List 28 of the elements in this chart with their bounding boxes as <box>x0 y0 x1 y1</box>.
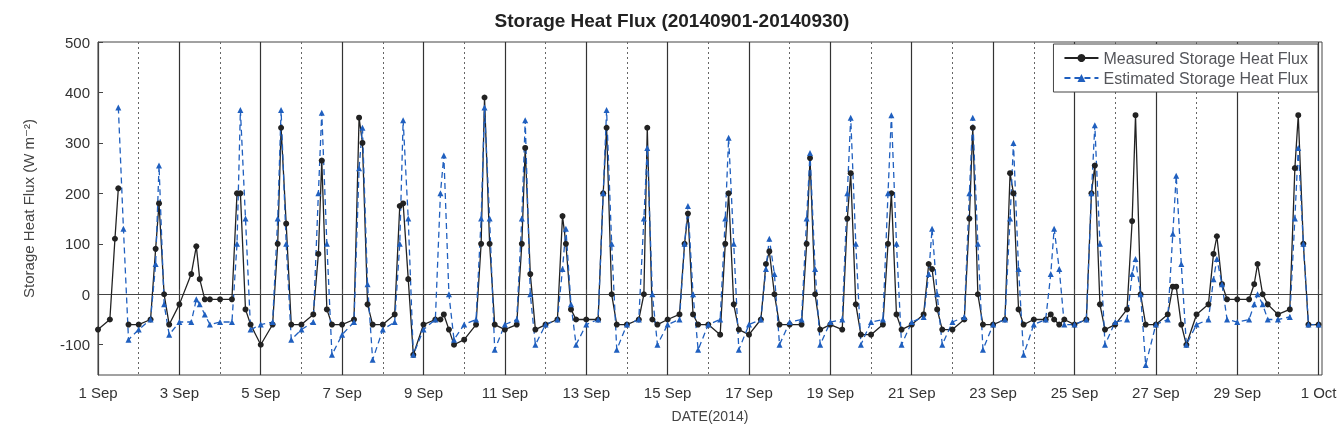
y-tick-label: 100 <box>64 235 90 253</box>
x-tick-label: 29 Sep <box>1213 384 1262 401</box>
legend-label: Estimated Storage Heat Flux <box>1103 69 1308 87</box>
x-tick-label: 25 Sep <box>1050 384 1099 401</box>
y-tick-label: 300 <box>64 134 90 152</box>
x-tick-label: 27 Sep <box>1132 384 1180 401</box>
x-tick-label: 19 Sep <box>806 384 855 401</box>
x-tick-label: 1 Sep <box>78 384 118 401</box>
chart-title: Storage Heat Flux (20140901-20140930) <box>494 10 850 31</box>
y-tick-label: 400 <box>64 83 90 101</box>
y-tick-label: 200 <box>64 184 90 202</box>
x-tick-label: 9 Sep <box>403 384 444 401</box>
x-tick-label: 13 Sep <box>562 384 611 401</box>
x-axis-title: DATE(2014) <box>671 408 749 424</box>
y-tick-label: 500 <box>64 33 90 51</box>
x-tick-label: 15 Sep <box>643 384 692 401</box>
x-tick-label: 21 Sep <box>887 384 936 401</box>
y-tick-label: 0 <box>81 285 90 303</box>
x-tick-label: 1 Oct <box>1300 384 1338 401</box>
x-tick-label: 11 Sep <box>481 384 529 401</box>
x-tick-label: 7 Sep <box>322 384 362 401</box>
x-tick-label: 17 Sep <box>725 384 773 401</box>
y-tick-label: -100 <box>59 336 90 354</box>
x-tick-label: 3 Sep <box>159 384 199 401</box>
y-axis-title: Storage Heat Flux (W m⁻²) <box>20 119 37 298</box>
legend-label: Measured Storage Heat Flux <box>1103 49 1308 67</box>
x-tick-label: 5 Sep <box>241 384 281 401</box>
x-tick-label: 23 Sep <box>969 384 1017 401</box>
